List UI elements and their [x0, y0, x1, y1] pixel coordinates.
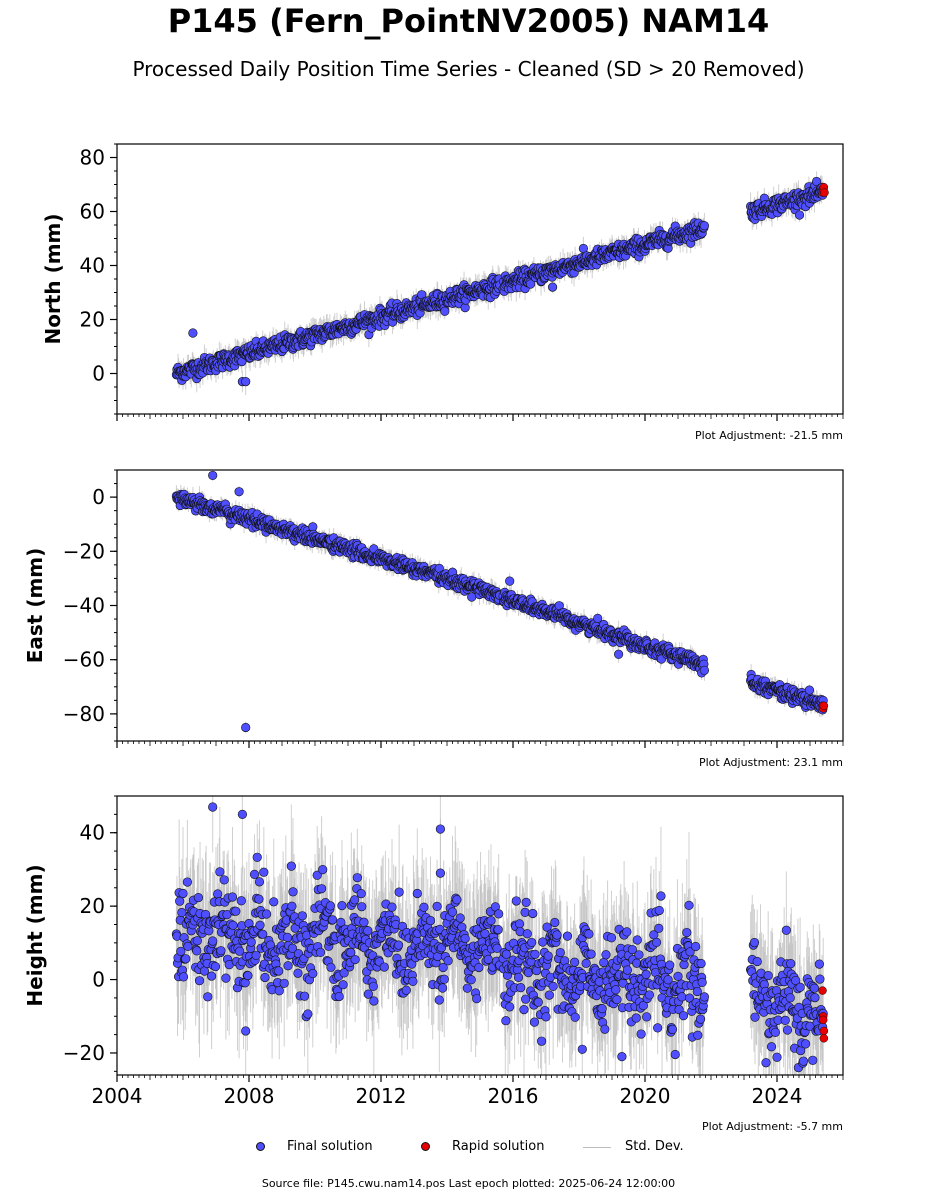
final-point [525, 279, 536, 289]
rapid-point [820, 188, 829, 197]
y-tick-label: 80 [80, 146, 105, 170]
y-tick-label: −60 [63, 648, 105, 672]
final-point [547, 282, 558, 292]
rapid-points [818, 701, 829, 713]
final-point [804, 685, 815, 695]
axes-frame [116, 143, 844, 415]
plot-adjustment-label: Plot Adjustment: -21.5 mm [695, 429, 843, 442]
plot-adjustment-label: Plot Adjustment: 23.1 mm [699, 756, 843, 769]
final-point [811, 176, 822, 187]
y-tick-label: −80 [63, 702, 105, 726]
final-point [505, 576, 515, 586]
final-points [171, 470, 828, 733]
final-point [794, 210, 805, 220]
rapid-point [819, 701, 829, 711]
final-point [613, 649, 624, 659]
final-point [440, 306, 450, 316]
final-point [699, 221, 710, 231]
final-point [460, 303, 470, 313]
final-point [241, 377, 251, 387]
chart-subtitle: Processed Daily Position Time Series - C… [132, 57, 805, 81]
y-tick-label: −40 [63, 594, 105, 618]
y-tick-label: 60 [80, 200, 105, 224]
final-point [208, 470, 218, 481]
y-tick-label: 40 [80, 254, 105, 278]
y-tick-label: −20 [63, 539, 105, 563]
y-tick-label: 0 [92, 362, 105, 386]
final-point [234, 487, 244, 497]
panel-1: −80 −60 −40 −20 0 East (mm) Plot Adjustment: 2… [23, 469, 844, 769]
y-axis-label: East (mm) [23, 548, 47, 664]
y-tick-label: 0 [92, 485, 105, 509]
y-axis-label: North (mm) [41, 213, 65, 344]
y-tick-label: 20 [80, 308, 105, 332]
panel-0: 0 20 40 60 80 North (mm) Plot Adjustment: -21.… [41, 143, 844, 442]
final-point [241, 722, 251, 733]
rapid-points [818, 182, 829, 197]
std-dev-bars [175, 796, 824, 1075]
final-point [188, 328, 198, 338]
chart-title: P145 (Fern_PointNV2005) NAM14 [167, 2, 770, 40]
final-points [171, 176, 828, 387]
final-point [699, 665, 710, 675]
